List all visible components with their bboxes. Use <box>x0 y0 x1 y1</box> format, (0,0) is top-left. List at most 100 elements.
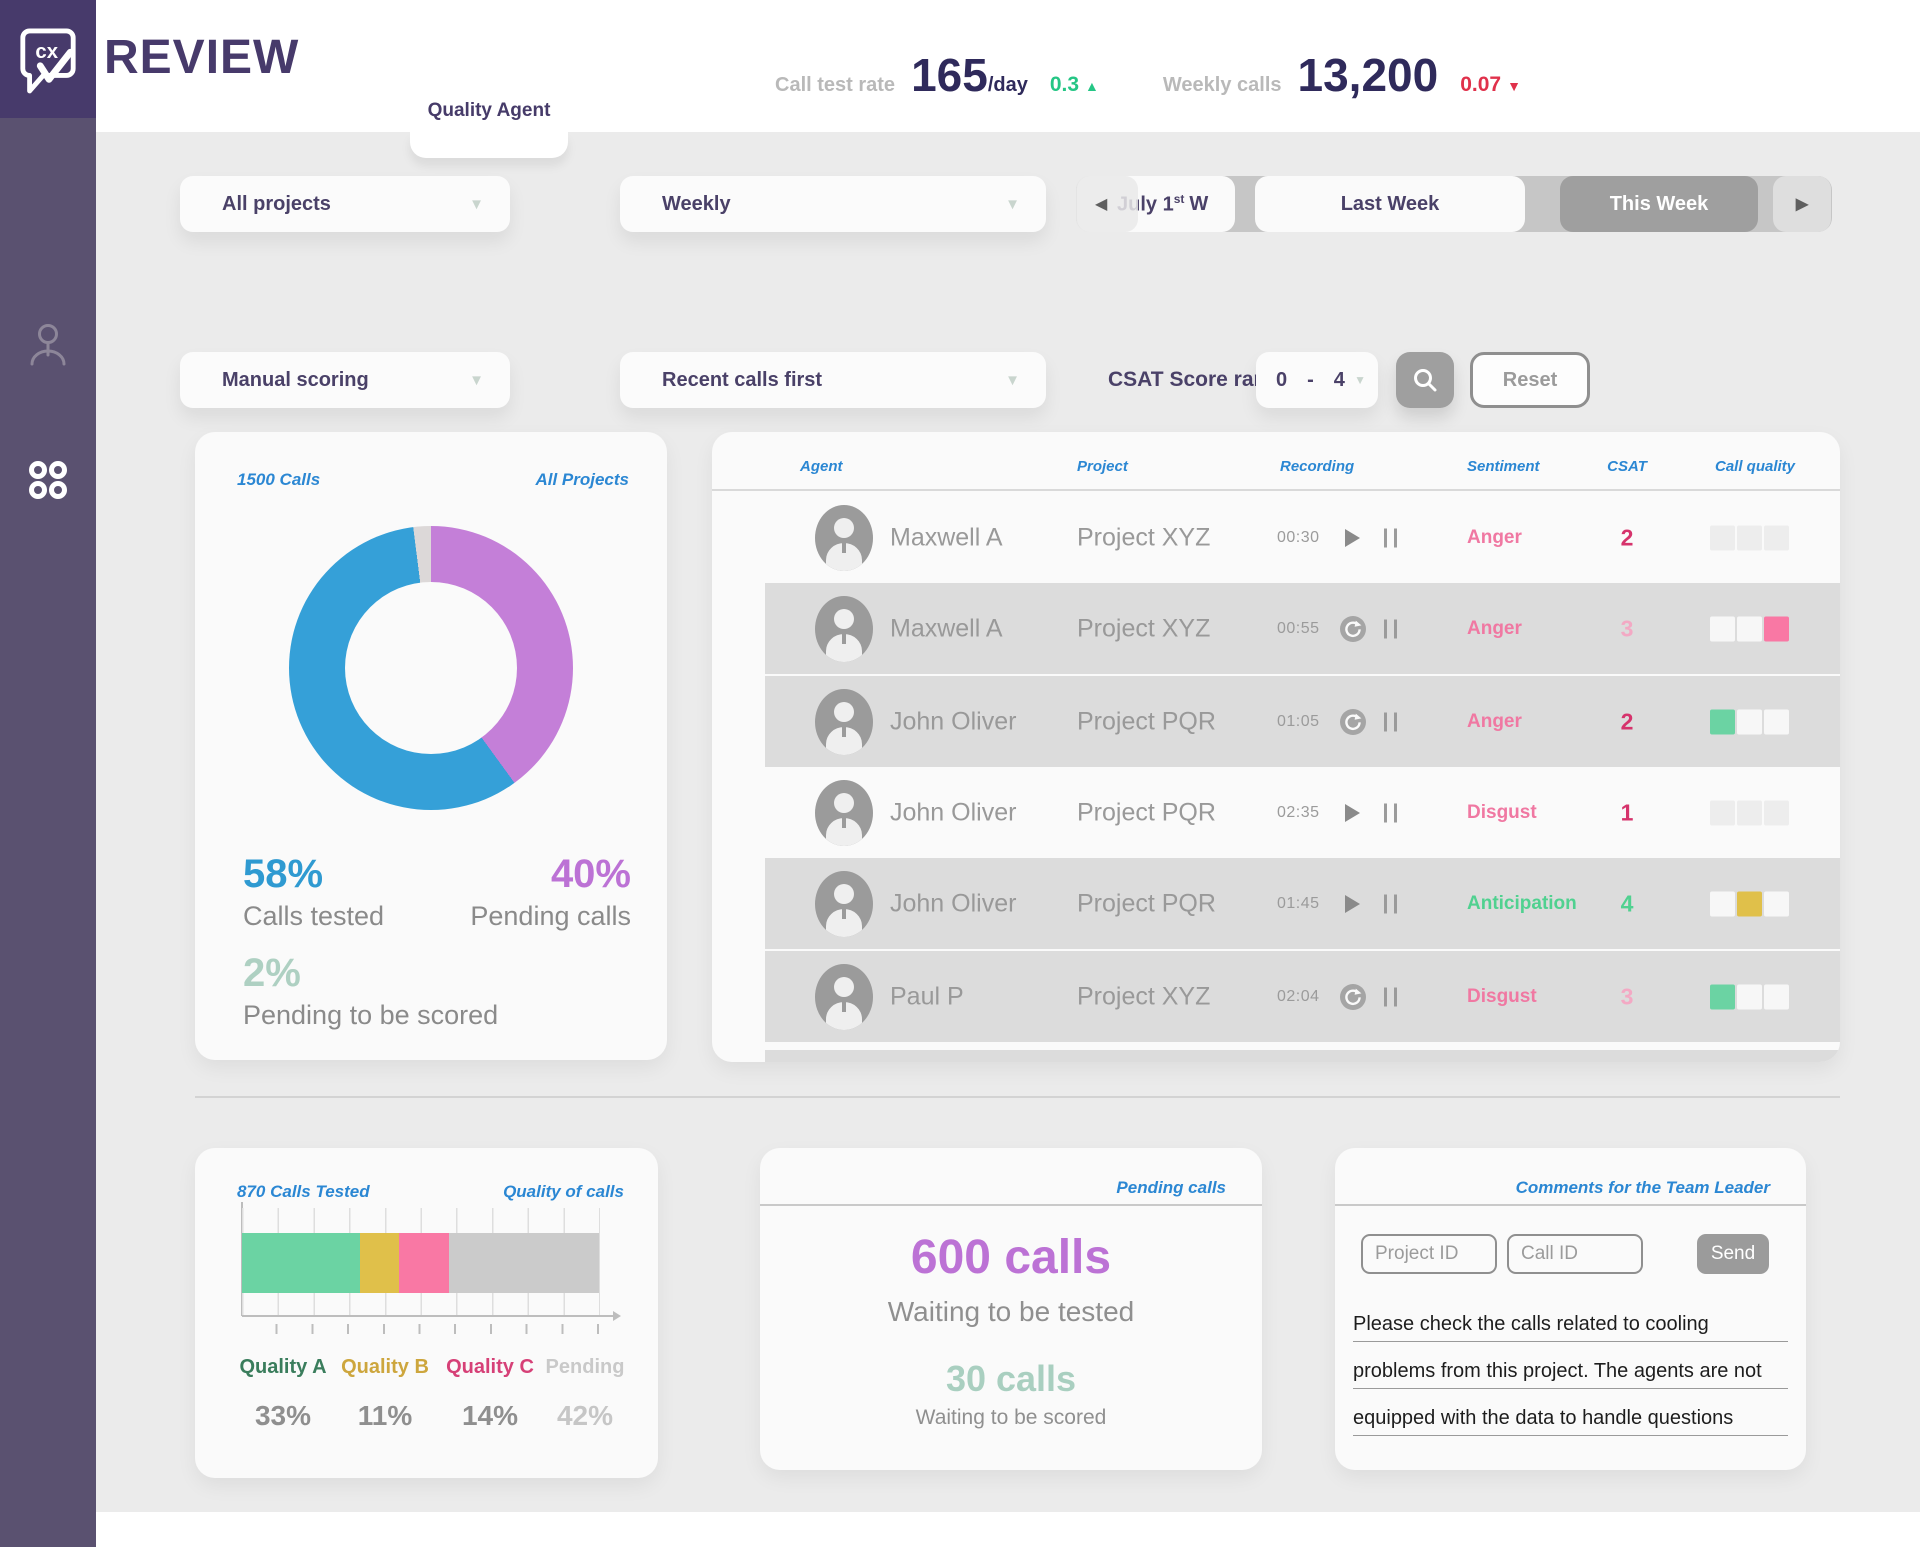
quality-square <box>1737 800 1762 825</box>
bar-segment-quality-c <box>399 1233 450 1293</box>
table-row[interactable]: Maxwell A Project XYZ 00:30 Anger 2 <box>712 492 1840 583</box>
agent-name: Maxwell A <box>890 523 1003 551</box>
x-axis <box>242 1311 621 1321</box>
tab-quality-agent[interactable]: Quality Agent <box>427 100 551 121</box>
pct-quality-b: 11% <box>357 1400 413 1431</box>
pending-scored-stat: 2% Pending to be scored <box>243 951 499 1030</box>
csat-score: 1 <box>1620 799 1634 825</box>
table-row[interactable]: John Oliver Project PQR 02:35 Disgust 1 <box>712 767 1840 858</box>
last-week-button[interactable]: Last Week <box>1255 176 1525 232</box>
this-week-button[interactable]: This Week <box>1560 176 1758 232</box>
table-row[interactable]: John Oliver Project PQR 01:45 Anticipati… <box>712 858 1840 949</box>
quality-square <box>1764 800 1789 825</box>
sort-dropdown[interactable]: Recent calls first ▼ <box>620 352 1046 408</box>
replay-icon[interactable] <box>1340 983 1366 1010</box>
play-icon[interactable] <box>1345 528 1360 547</box>
send-button[interactable]: Send <box>1697 1234 1769 1274</box>
sentiment-label: Disgust <box>1467 985 1537 1007</box>
call-quality-indicator <box>1710 525 1789 550</box>
projects-dropdown-value: All projects <box>222 192 331 215</box>
sort-dropdown-value: Recent calls first <box>662 368 823 391</box>
table-row[interactable]: Maxwell A Project XYZ 00:55 Anger 3 <box>712 583 1840 674</box>
avatar <box>815 870 873 937</box>
weekly-calls-label: Weekly calls <box>1162 74 1282 96</box>
csat-range-dropdown[interactable]: 0 - 4 ▼ <box>1256 352 1378 408</box>
chevron-down-icon: ▼ <box>469 195 484 213</box>
quality-square <box>1764 984 1789 1009</box>
project-name: Project XYZ <box>1077 523 1211 551</box>
week-navigator: July 1st W ◀ Last Week This Week ▶ <box>1076 176 1832 232</box>
calls-tested-stat: 58% Calls tested <box>243 852 385 931</box>
agent-name: Paul P <box>890 982 964 1010</box>
previous-week-icon[interactable]: ◀ <box>1095 196 1108 213</box>
call-quality-indicator <box>1710 800 1789 825</box>
comment-line[interactable]: Please check the calls related to coolin… <box>1353 1298 1788 1342</box>
svg-text:cx: cx <box>35 41 58 63</box>
scoring-dropdown[interactable]: Manual scoring ▼ <box>180 352 510 408</box>
project-id-field[interactable] <box>1361 1234 1497 1274</box>
sidebar-item-agent[interactable] <box>0 322 96 368</box>
comment-line[interactable]: problems from this project. The agents a… <box>1353 1345 1788 1389</box>
call-id-field[interactable] <box>1507 1234 1643 1274</box>
play-icon[interactable] <box>1345 803 1360 822</box>
call-quality-indicator <box>1710 709 1789 734</box>
pending-secondary-label: Waiting to be scored <box>915 1406 1107 1429</box>
call-test-rate-unit: /day <box>987 74 1028 96</box>
avatar <box>815 963 873 1030</box>
column-header-recording: Recording <box>1280 458 1355 475</box>
period-dropdown-value: Weekly <box>662 192 731 215</box>
legend-quality-a: Quality A <box>239 1356 327 1378</box>
sentiment-label: Anger <box>1467 526 1522 548</box>
pause-icon[interactable] <box>1384 619 1397 638</box>
period-dropdown[interactable]: Weekly ▼ <box>620 176 1046 232</box>
csat-min: 0 <box>1276 368 1288 391</box>
call-test-rate-value: 165 <box>911 49 988 101</box>
reset-button[interactable]: Reset <box>1470 352 1590 408</box>
comment-line[interactable]: equipped with the data to handle questio… <box>1353 1392 1788 1436</box>
csat-separator: - <box>1307 368 1314 391</box>
replay-icon[interactable] <box>1340 615 1366 642</box>
quality-of-calls-card: 870 Calls Tested Quality of calls Qualit… <box>195 1148 658 1478</box>
agent-name: Maxwell A <box>890 614 1003 642</box>
table-row[interactable]: John Oliver Project PQR 01:05 Anger 2 <box>712 676 1840 767</box>
legend-quality-b: Quality B <box>341 1356 429 1378</box>
search-button[interactable] <box>1396 352 1454 408</box>
brand-name: REVIEW <box>104 31 300 84</box>
x-axis-ticks <box>242 1324 599 1334</box>
pause-icon[interactable] <box>1384 987 1397 1006</box>
pending-calls-stat: 40% Pending calls <box>470 852 631 931</box>
quality-square <box>1710 525 1735 550</box>
calls-table-card: Agent Project Recording Sentiment CSAT C… <box>712 432 1840 1062</box>
comments-card-title: Comments for the Team Leader <box>1515 1178 1770 1197</box>
call-quality-indicator <box>1710 616 1789 641</box>
call-test-rate-label: Call test rate <box>775 74 896 96</box>
app-logo[interactable]: cx <box>0 0 96 118</box>
quality-square <box>1737 984 1762 1009</box>
tab-quality-agent-body[interactable] <box>410 132 568 158</box>
next-week-button[interactable]: ▶ <box>1773 176 1831 232</box>
week-nav-overlay <box>1076 176 1138 232</box>
play-icon[interactable] <box>1345 894 1360 913</box>
call-test-rate-delta: 0.3 ▲ <box>1049 73 1099 96</box>
pause-icon[interactable] <box>1384 803 1397 822</box>
sidebar-item-dashboard[interactable] <box>0 458 96 502</box>
table-row[interactable]: Paul P Project XYZ 02:04 Disgust 3 <box>712 951 1840 1042</box>
projects-dropdown[interactable]: All projects ▼ <box>180 176 510 232</box>
chevron-down-icon: ▼ <box>1005 371 1020 389</box>
chevron-down-icon: ▼ <box>469 371 484 389</box>
pause-icon[interactable] <box>1384 528 1397 547</box>
pause-icon[interactable] <box>1384 712 1397 731</box>
table-header-divider <box>712 489 1840 491</box>
replay-icon[interactable] <box>1340 708 1366 735</box>
quality-square <box>1710 984 1735 1009</box>
quality-square <box>1764 525 1789 550</box>
pause-icon[interactable] <box>1384 894 1397 913</box>
quality-square <box>1710 709 1735 734</box>
apps-grid-icon <box>29 461 67 499</box>
avatar <box>815 504 873 571</box>
comments-card-divider <box>1335 1204 1806 1206</box>
csat-score: 3 <box>1620 615 1634 641</box>
pending-secondary-value: 30 calls <box>945 1358 1077 1399</box>
sidebar: cx <box>0 0 96 1547</box>
csat-max: 4 <box>1333 368 1345 391</box>
